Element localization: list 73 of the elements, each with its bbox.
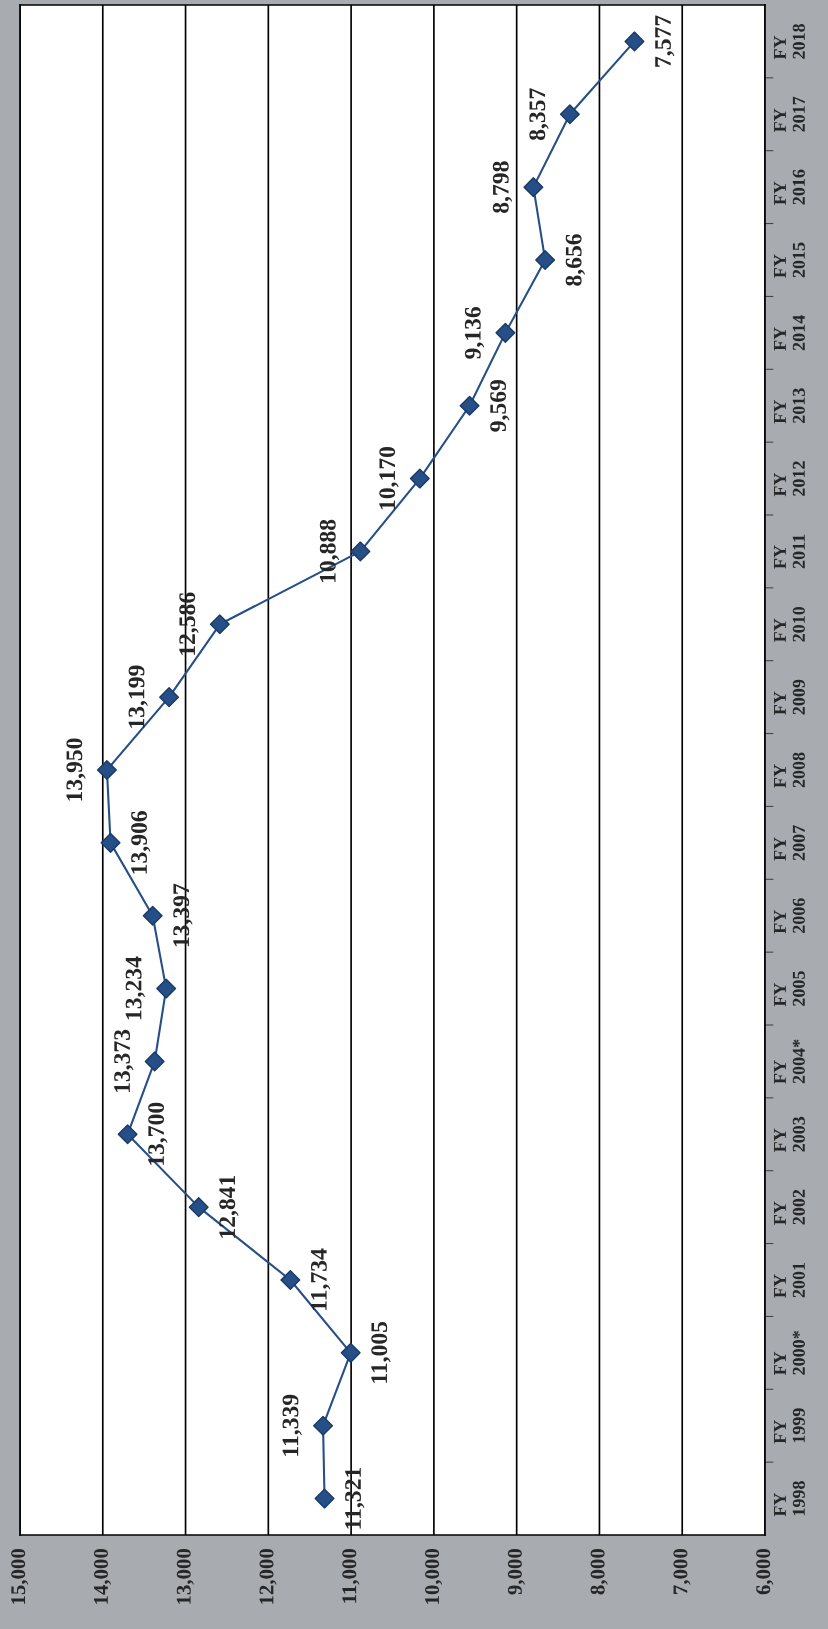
- x-tick-label: 11,000: [342, 1548, 360, 1603]
- point: [340, 1342, 361, 1363]
- data-label: 10,888: [319, 519, 340, 582]
- y-tick-label: FY 2010: [774, 606, 805, 643]
- y-tick-label: FY 2001: [774, 1262, 805, 1298]
- x-tick-label: 8,000: [590, 1548, 608, 1595]
- point: [624, 31, 645, 52]
- y-tick-label: FY 1999: [774, 1408, 805, 1444]
- data-label: 11,321: [345, 1467, 365, 1529]
- point: [117, 1124, 138, 1145]
- y-tick-label: FY 2003: [774, 1116, 805, 1153]
- point: [523, 177, 544, 198]
- data-label: 12,841: [219, 1175, 239, 1238]
- x-tick-label: 12,000: [259, 1548, 277, 1604]
- point: [156, 978, 177, 999]
- point: [188, 1197, 209, 1218]
- y-tick-label: FY 2014: [774, 315, 805, 351]
- point: [209, 614, 230, 635]
- data-label: 13,199: [128, 665, 148, 728]
- data-label: 8,798: [492, 161, 513, 213]
- point: [100, 832, 121, 853]
- x-tick-label: 14,000: [93, 1548, 112, 1604]
- data-label: 11,339: [282, 1394, 302, 1456]
- y-tick-label: FY 2011: [774, 534, 805, 569]
- point: [142, 905, 163, 926]
- point: [459, 395, 480, 416]
- point: [313, 1415, 334, 1436]
- y-tick-label: FY 2005: [774, 971, 805, 1007]
- data-label: 13,373: [114, 1029, 134, 1092]
- y-tick-label: FY 2008: [774, 752, 805, 788]
- data-label: 13,950: [66, 738, 86, 801]
- point: [535, 249, 556, 271]
- point: [350, 541, 371, 562]
- data-label: 7,577: [655, 15, 675, 67]
- point: [314, 1488, 335, 1509]
- y-tick-label: FY 2004*: [774, 1039, 805, 1084]
- point: [144, 1051, 165, 1072]
- x-tick-label: 9,000: [507, 1548, 525, 1595]
- data-label: 12,586: [179, 592, 199, 655]
- y-tick-label: FY 1998: [774, 1481, 805, 1517]
- x-tick-label: 13,000: [176, 1548, 194, 1604]
- point: [495, 322, 516, 343]
- y-tick-label: FY 2000*: [774, 1331, 805, 1376]
- point: [159, 687, 180, 708]
- data-label: 10,170: [379, 447, 399, 510]
- point: [96, 759, 117, 781]
- x-tick-label: 6,000: [756, 1548, 774, 1595]
- y-tick-label: FY 2012: [774, 461, 805, 497]
- data-label: 13,906: [131, 811, 151, 874]
- y-tick-label: FY 2017: [774, 96, 805, 133]
- y-tick-label: FY 2002: [774, 1189, 805, 1225]
- x-tick-label: 10,000: [425, 1548, 443, 1604]
- data-label: 11,734: [310, 1248, 331, 1310]
- y-tick-label: FY 2018: [774, 23, 805, 60]
- data-label: 13,700: [148, 1102, 168, 1165]
- point: [409, 468, 430, 489]
- point: [280, 1269, 301, 1291]
- data-label: 9,136: [464, 306, 485, 359]
- y-tick-label: FY 2013: [774, 388, 805, 424]
- data-label: 13,397: [173, 883, 193, 947]
- point: [559, 104, 580, 125]
- y-tick-label: FY 2007: [774, 825, 805, 861]
- data-label: 13,234: [125, 956, 145, 1020]
- x-tick-label: 7,000: [673, 1548, 691, 1594]
- data-label: 9,569: [490, 380, 510, 432]
- y-tick-label: FY 2016: [774, 169, 805, 205]
- data-label: 11,005: [371, 1321, 391, 1383]
- data-label: 8,656: [565, 234, 586, 286]
- data-label: 8,357: [529, 88, 549, 141]
- y-tick-label: FY 2006: [774, 898, 805, 934]
- y-tick-label: FY 2009: [774, 679, 805, 715]
- x-tick-label: 15,000: [11, 1548, 29, 1604]
- y-tick-label: FY 2015: [774, 242, 805, 278]
